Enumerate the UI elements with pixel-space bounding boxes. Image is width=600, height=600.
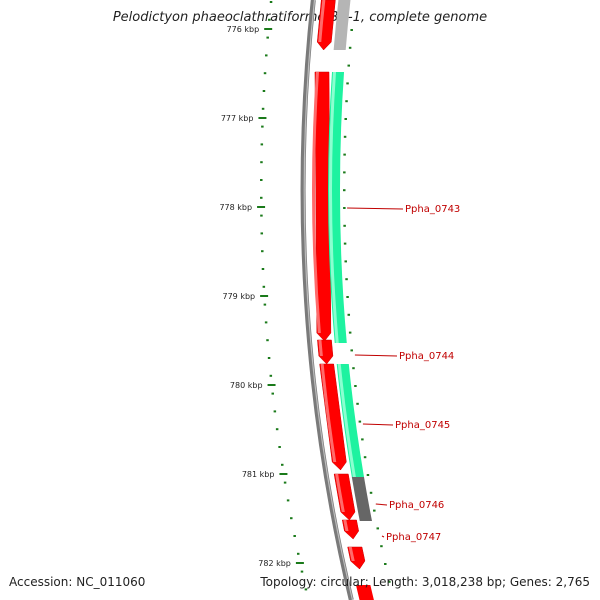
kbp-label: 778 kbp: [219, 203, 252, 212]
kbp-label: 781 kbp: [242, 470, 275, 479]
other-segment[interactable]: [351, 477, 372, 521]
kbp-label: 779 kbp: [223, 292, 256, 301]
gene-label[interactable]: Ppha_0744: [399, 351, 454, 362]
gene-leader: [354, 354, 398, 357]
gene-label[interactable]: Ppha_0746: [389, 500, 444, 511]
scale-ticks: 776 kbp 777 kbp 778 kbp 779 kbp 780 kbp 781 k…: [219, 1, 391, 591]
backbone-ring: [300, 0, 354, 600]
gene-segment-1-shade: [329, 72, 339, 343]
labels: Ppha_0743 Ppha_0744 Ppha_0745 Ppha_0746 Ppha…: [347, 204, 460, 543]
cds-segment-5-shade: [335, 474, 345, 512]
cds-segment-8[interactable]: [355, 585, 374, 600]
gene-label[interactable]: Ppha_0745: [395, 420, 450, 431]
cds-segment-4-shade: [320, 364, 337, 462]
features: [312, 0, 374, 600]
gene-leader: [381, 535, 385, 538]
cds-segment-7-shade: [348, 547, 355, 561]
cds-segment-1-shade: [318, 0, 326, 42]
gene-leader: [375, 503, 388, 506]
cds-segment-6-shade: [343, 520, 349, 531]
kbp-label: 782 kbp: [258, 559, 291, 568]
gene-label[interactable]: Ppha_0747: [386, 532, 441, 543]
backbone-highlight: [303, 0, 354, 600]
map-title: Pelodictyon phaeoclathratiforme BU-1, co…: [112, 10, 488, 25]
backbone: [300, 0, 354, 600]
gene-leader: [362, 423, 394, 426]
gene-label[interactable]: Ppha_0743: [405, 204, 460, 215]
kbp-label: 776 kbp: [227, 25, 260, 34]
gene-segment-2-shade: [337, 364, 356, 477]
gene-segment-0[interactable]: [333, 0, 351, 50]
kbp-label: 777 kbp: [221, 114, 254, 123]
kbp-label: 780 kbp: [230, 381, 263, 390]
genome-summary: Topology: circular; Length: 3,018,238 bp…: [260, 575, 590, 589]
cds-segment-3-shade: [318, 340, 323, 356]
accession: Accession: NC_011060: [9, 575, 146, 589]
gene-leader: [347, 207, 404, 210]
cds-segment-2-shade: [312, 72, 321, 333]
